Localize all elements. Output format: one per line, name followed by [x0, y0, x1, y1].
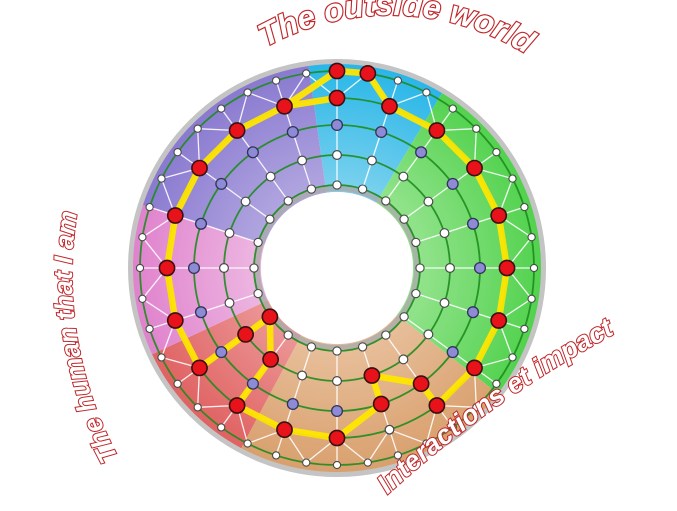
svg-text:The outside world: The outside world: [252, 0, 542, 61]
svg-text:The human that I am: The human that I am: [48, 209, 124, 468]
